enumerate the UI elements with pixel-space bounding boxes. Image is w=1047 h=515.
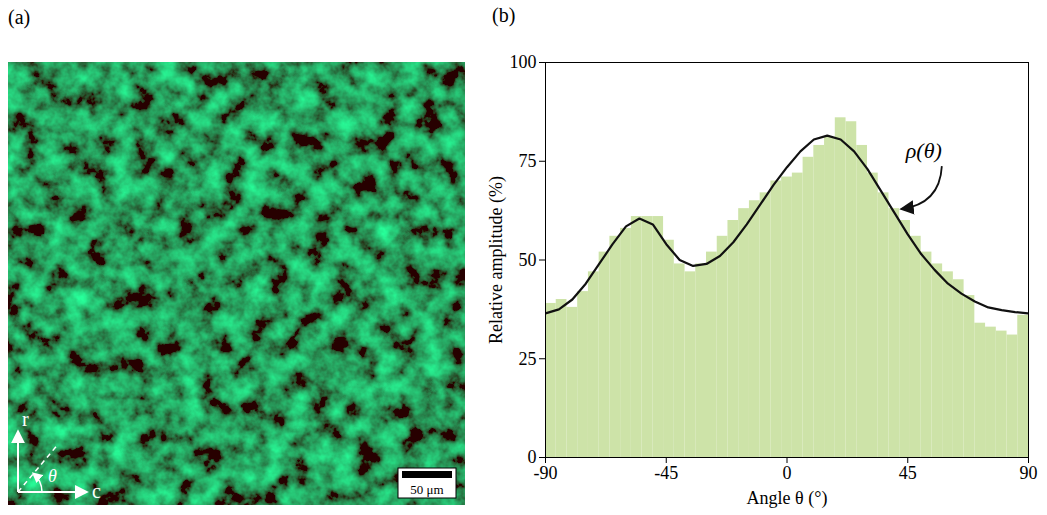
svg-text:-90: -90 <box>534 463 558 483</box>
svg-text:45: 45 <box>899 463 917 483</box>
svg-text:50: 50 <box>519 250 537 270</box>
svg-text:75: 75 <box>519 151 537 171</box>
svg-text:θ: θ <box>48 466 57 486</box>
svg-text:0: 0 <box>783 463 792 483</box>
svg-text:Relative amplitude (%): Relative amplitude (%) <box>486 176 507 344</box>
svg-text:c: c <box>92 480 101 502</box>
svg-text:-45: -45 <box>654 463 678 483</box>
svg-text:Angle θ (°): Angle θ (°) <box>747 488 828 509</box>
svg-text:ρ(θ): ρ(θ) <box>905 138 942 163</box>
svg-text:0: 0 <box>527 447 537 468</box>
svg-text:25: 25 <box>519 349 537 369</box>
svg-text:90: 90 <box>1020 463 1038 483</box>
svg-text:100: 100 <box>510 52 537 72</box>
svg-text:(a): (a) <box>8 6 30 29</box>
svg-text:r: r <box>22 408 29 430</box>
svg-text:50 μm: 50 μm <box>410 482 443 497</box>
html-text:(b): (b) <box>492 4 516 26</box>
